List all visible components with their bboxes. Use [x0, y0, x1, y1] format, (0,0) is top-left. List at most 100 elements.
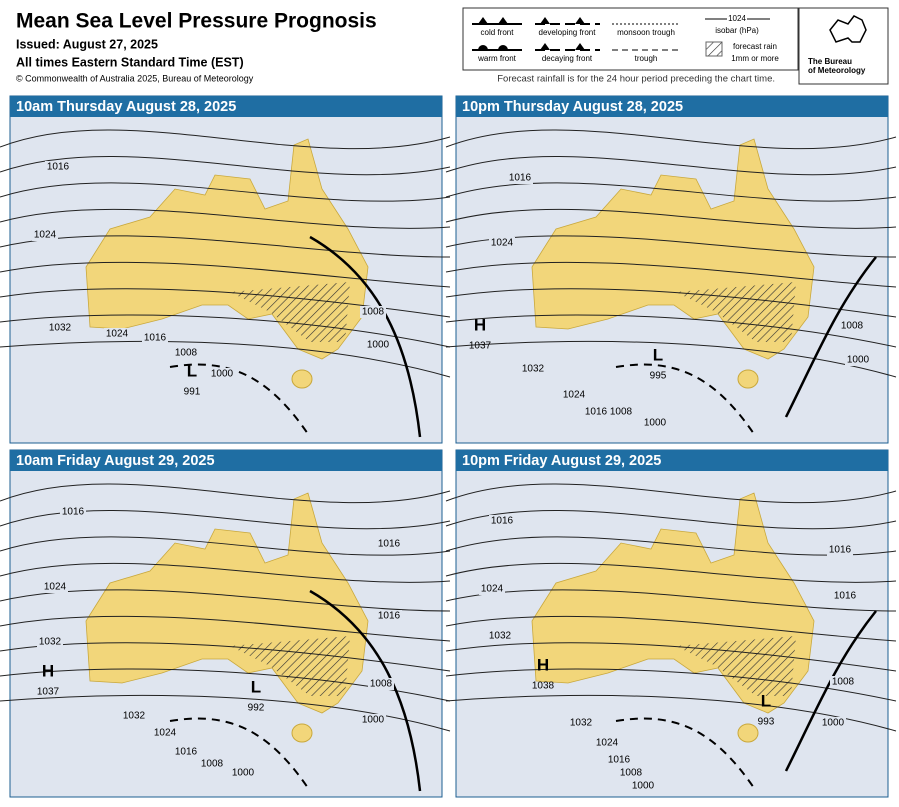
isobar-label: 1032: [489, 631, 512, 642]
note: Forecast rainfall is for the 24 hour per…: [497, 74, 775, 85]
isobar-label: 1016: [585, 407, 608, 418]
isobar-label: 1008: [362, 307, 385, 318]
isobar-label: 1016: [47, 162, 70, 173]
isobar-label: 1000: [362, 715, 385, 726]
pressure-center-symbol: H: [474, 315, 486, 334]
pressure-center-symbol: L: [187, 361, 197, 380]
pressure-center-symbol: L: [761, 691, 771, 710]
isobar-label-bg: [561, 389, 587, 401]
isobar-label: 1016: [144, 333, 167, 344]
isobar-label: 1008: [620, 768, 643, 779]
isobar-label-bg: [583, 406, 609, 418]
pressure-center-value: 992: [248, 703, 265, 714]
panel-title-bar: [10, 96, 442, 117]
logo-emblem: [829, 15, 867, 43]
isobar-label: 1024: [44, 582, 67, 593]
isobar-label-bg: [520, 363, 546, 375]
isobar-label-bg: [45, 161, 71, 173]
legend-box: [462, 7, 799, 71]
pressure-center-symbol: L: [653, 345, 663, 364]
rain-area: [676, 282, 796, 342]
pressure-center-symbol: H: [42, 661, 54, 680]
isobar-label-bg: [489, 237, 515, 249]
isobar-label: 1016: [62, 507, 85, 518]
isobar: [445, 314, 897, 348]
isobar-label-bg: [479, 583, 505, 595]
rain-symbol: [705, 41, 723, 57]
legend-label: isobar (hPa): [715, 26, 759, 35]
isobar-label-bg: [60, 506, 86, 518]
isobar: [0, 208, 451, 229]
isobar-label: 1016: [175, 747, 198, 758]
isobar-label: 1008: [610, 407, 633, 418]
isobar-label: 1000: [367, 340, 390, 351]
isobar-label: 1024: [491, 238, 514, 249]
legend-label: monsoon trough: [617, 28, 675, 37]
pressure-center-value: 991: [184, 387, 201, 398]
isobar-label: 1000: [822, 718, 845, 729]
front: [309, 235, 422, 438]
isobar-label: 1032: [123, 711, 146, 722]
isobar: [445, 668, 897, 702]
copyright: © Commonwealth of Australia 2025, Bureau…: [16, 73, 254, 83]
isobar-label-bg: [365, 339, 391, 351]
isobar: [445, 288, 897, 318]
isobar: [445, 208, 897, 229]
panel-title: 10pm Thursday August 28, 2025: [462, 99, 683, 115]
isobar-label: 1032: [49, 323, 72, 334]
isobar-label-bg: [489, 515, 515, 527]
pressure-center-value: 1037: [37, 687, 60, 698]
pressure-center-value: 1038: [532, 681, 555, 692]
legend-label: forecast rain: [733, 42, 777, 51]
isobar-label-bg: [594, 737, 620, 749]
isobar: [445, 261, 897, 288]
isobar-label-bg: [376, 538, 402, 550]
isobar-label-bg: [368, 678, 394, 690]
rain-area: [230, 636, 350, 696]
isobar: [0, 340, 451, 378]
isobar-label-bg: [820, 717, 846, 729]
isobar-label: 1000: [211, 369, 234, 380]
isobar-label-bg: [360, 306, 386, 318]
isobar: [445, 509, 897, 530]
isobar-label-bg: [32, 229, 58, 241]
isobar: [0, 288, 451, 318]
cold-front-symbol: [478, 17, 508, 24]
forecast-panel: 10pm Thursday August 28, 2025: [445, 95, 897, 444]
isobar: [445, 642, 897, 672]
isobar-label-bg: [142, 332, 168, 344]
panel-title: 10am Thursday August 28, 2025: [16, 99, 236, 115]
legend-label: cold front: [481, 28, 515, 37]
isobar: [445, 155, 897, 176]
map: [445, 129, 897, 438]
panel-title: 10am Friday August 29, 2025: [16, 453, 215, 469]
isobar-label: 1032: [570, 718, 593, 729]
isobar: [0, 182, 451, 202]
isobar-label: 1016: [834, 591, 857, 602]
isobar-label: 1008: [841, 321, 864, 332]
front: [309, 589, 422, 792]
isobar-label-bg: [507, 172, 533, 184]
isobar-label-bg: [173, 347, 199, 359]
decaying-front-symbol: [540, 43, 585, 50]
isobar: [445, 615, 897, 642]
pressure-center-value: 993: [758, 717, 775, 728]
front: [784, 610, 877, 772]
isobar: [0, 615, 451, 642]
isobar-label: 1008: [832, 677, 855, 688]
rain-area: [676, 636, 796, 696]
isobar: [0, 261, 451, 288]
times: All times Eastern Standard Time (EST): [16, 55, 244, 69]
isobar-label: 1008: [370, 679, 393, 690]
pressure-center-value: 995: [650, 371, 667, 382]
isobar-label: 1016: [378, 611, 401, 622]
tasmania: [291, 369, 313, 389]
front: [784, 256, 877, 418]
legend-label: decaying front: [542, 54, 593, 63]
isobar-label-bg: [173, 746, 199, 758]
logo-text: of Meteorology: [808, 66, 866, 75]
legend-label: 1mm or more: [731, 54, 779, 63]
isobar-label: 1024: [34, 230, 57, 241]
warm-front-symbol: [478, 45, 508, 50]
